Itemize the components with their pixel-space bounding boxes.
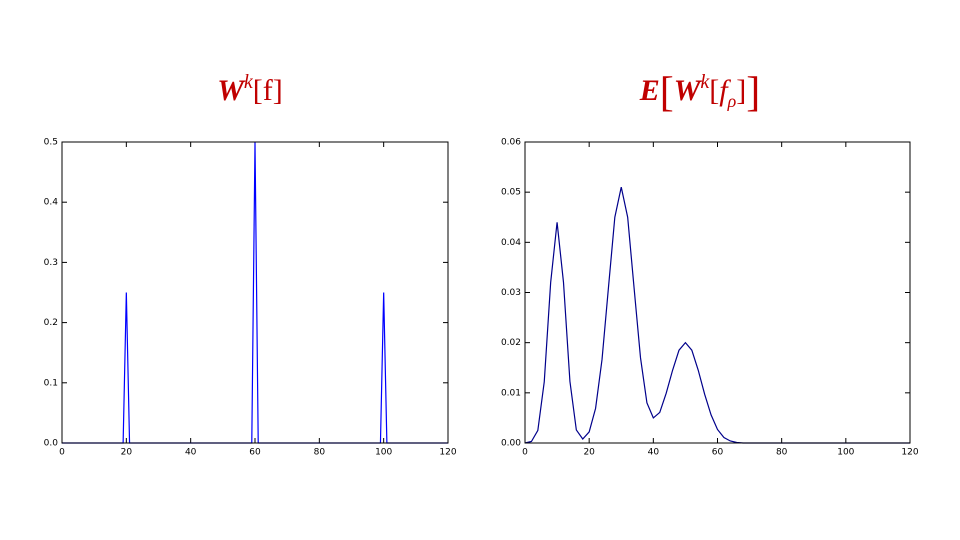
x-tick-label: 80 [314,448,326,458]
title-part: W [217,74,246,107]
x-tick-label: 40 [648,448,660,458]
title-part: ] [746,70,760,116]
title-part: E [639,74,660,107]
title-part: ] [736,74,746,107]
data-line [524,187,910,444]
x-tick-label: 0 [59,448,65,458]
title-part: [ [660,70,674,116]
y-tick-label: 0.04 [501,238,521,248]
x-tick-label: 60 [249,448,261,458]
y-tick-label: 0.02 [501,338,521,348]
x-tick-label: 40 [185,448,197,458]
data-line [62,141,448,444]
y-tick-label: 0.2 [44,318,58,328]
x-tick-label: 100 [837,448,854,458]
title-part: k [700,71,710,93]
y-tick-label: 0.05 [501,188,521,198]
y-tick-label: 0.01 [501,388,521,398]
title-part: k [244,71,254,93]
y-tick-label: 0.00 [501,439,521,449]
y-tick-label: 0.5 [44,138,58,148]
y-tick-label: 0.4 [44,198,59,208]
plot-frame [524,141,911,444]
title-part: [f] [253,74,283,107]
x-tick-label: 60 [712,448,724,458]
x-tick-label: 100 [375,448,392,458]
chart-title: E[Wk[fρ]] [639,70,761,116]
x-tick-label: 80 [776,448,788,458]
x-tick-label: 20 [121,448,133,458]
x-tick-label: 0 [522,448,528,458]
y-tick-label: 0.0 [44,439,59,449]
x-tick-label: 120 [901,448,918,458]
y-tick-label: 0.06 [501,138,521,148]
x-tick-label: 120 [439,448,456,458]
y-tick-label: 0.03 [501,288,521,298]
plot-frame [61,141,449,444]
y-tick-label: 0.3 [44,258,58,268]
x-tick-label: 20 [583,448,595,458]
chart-title: Wk[f] [217,71,283,107]
title-part: ρ [727,91,737,111]
y-tick-label: 0.1 [44,378,58,388]
title-part: [ [709,74,719,107]
title-part: W [674,74,703,107]
